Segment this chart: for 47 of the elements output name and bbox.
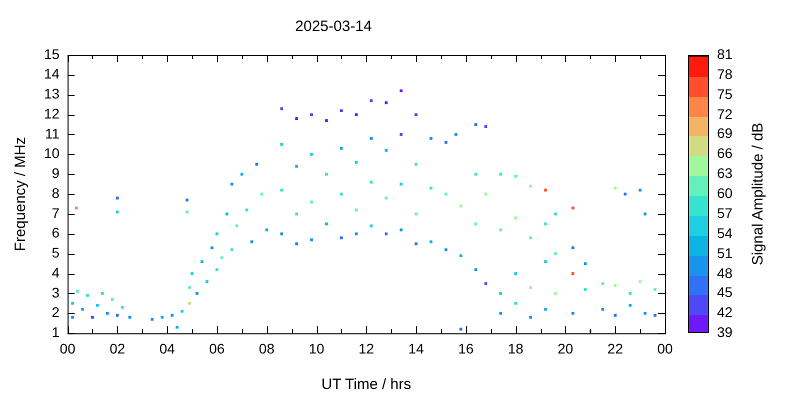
- x-tick-label: 12: [358, 340, 374, 356]
- x-tick-label: 00: [657, 340, 673, 356]
- x-tick-label: 16: [458, 340, 474, 356]
- x-tick-label: 10: [308, 340, 324, 356]
- x-tick-label: 08: [258, 340, 275, 356]
- y-tick-label: 6: [52, 224, 60, 241]
- color-bar-title: Signal Amplitude / dB: [750, 122, 766, 266]
- chart-title: 2025-03-14: [295, 18, 372, 36]
- x-axis-title: UT Time / hrs: [321, 376, 412, 394]
- color-bar-label: 39: [717, 324, 733, 342]
- color-bar-label: 57: [717, 204, 733, 223]
- y-tick-label: 11: [45, 125, 60, 142]
- y-axis-title: Frequency / MHz: [12, 137, 30, 252]
- color-bar-label: 81: [717, 46, 733, 64]
- y-tick-label: 14: [44, 66, 60, 82]
- x-tick-label: 14: [408, 340, 424, 356]
- y-tick-label: 8: [52, 184, 60, 201]
- y-tick-label: 1: [52, 324, 60, 340]
- color-bar-label: 78: [717, 66, 733, 84]
- color-bar-label: 51: [717, 244, 733, 263]
- y-tick-label: 3: [52, 284, 60, 300]
- color-bar-label: 63: [717, 165, 733, 184]
- color-bar-label: 54: [717, 224, 733, 243]
- y-tick-label: 2: [52, 304, 60, 320]
- x-tick-label: 00: [60, 340, 76, 356]
- y-tick-label: 7: [52, 204, 60, 221]
- color-bar-label: 75: [717, 86, 733, 104]
- y-tick-label: 13: [44, 86, 60, 102]
- color-bar-label: 69: [717, 125, 733, 144]
- x-tick-label: 04: [159, 340, 176, 356]
- y-tick-label: 12: [44, 105, 60, 122]
- color-bar-label: 48: [717, 264, 733, 283]
- color-bar-label: 66: [717, 145, 733, 164]
- x-tick-label: 18: [508, 340, 524, 356]
- y-tick-label: 10: [44, 145, 60, 162]
- x-tick-label: 20: [558, 340, 574, 356]
- x-tick-label: 22: [607, 340, 624, 356]
- y-tick-label: 5: [52, 244, 60, 261]
- y-tick-label: 15: [44, 46, 60, 62]
- color-bar-label: 45: [717, 284, 733, 302]
- color-bar-label: 42: [717, 304, 733, 322]
- x-tick-label: 06: [209, 340, 225, 356]
- y-tick-label: 9: [52, 165, 60, 182]
- color-bar-label: 72: [717, 106, 733, 124]
- x-tick-label: 02: [110, 340, 126, 356]
- color-bar-label: 60: [717, 185, 733, 204]
- y-tick-label: 4: [52, 264, 60, 280]
